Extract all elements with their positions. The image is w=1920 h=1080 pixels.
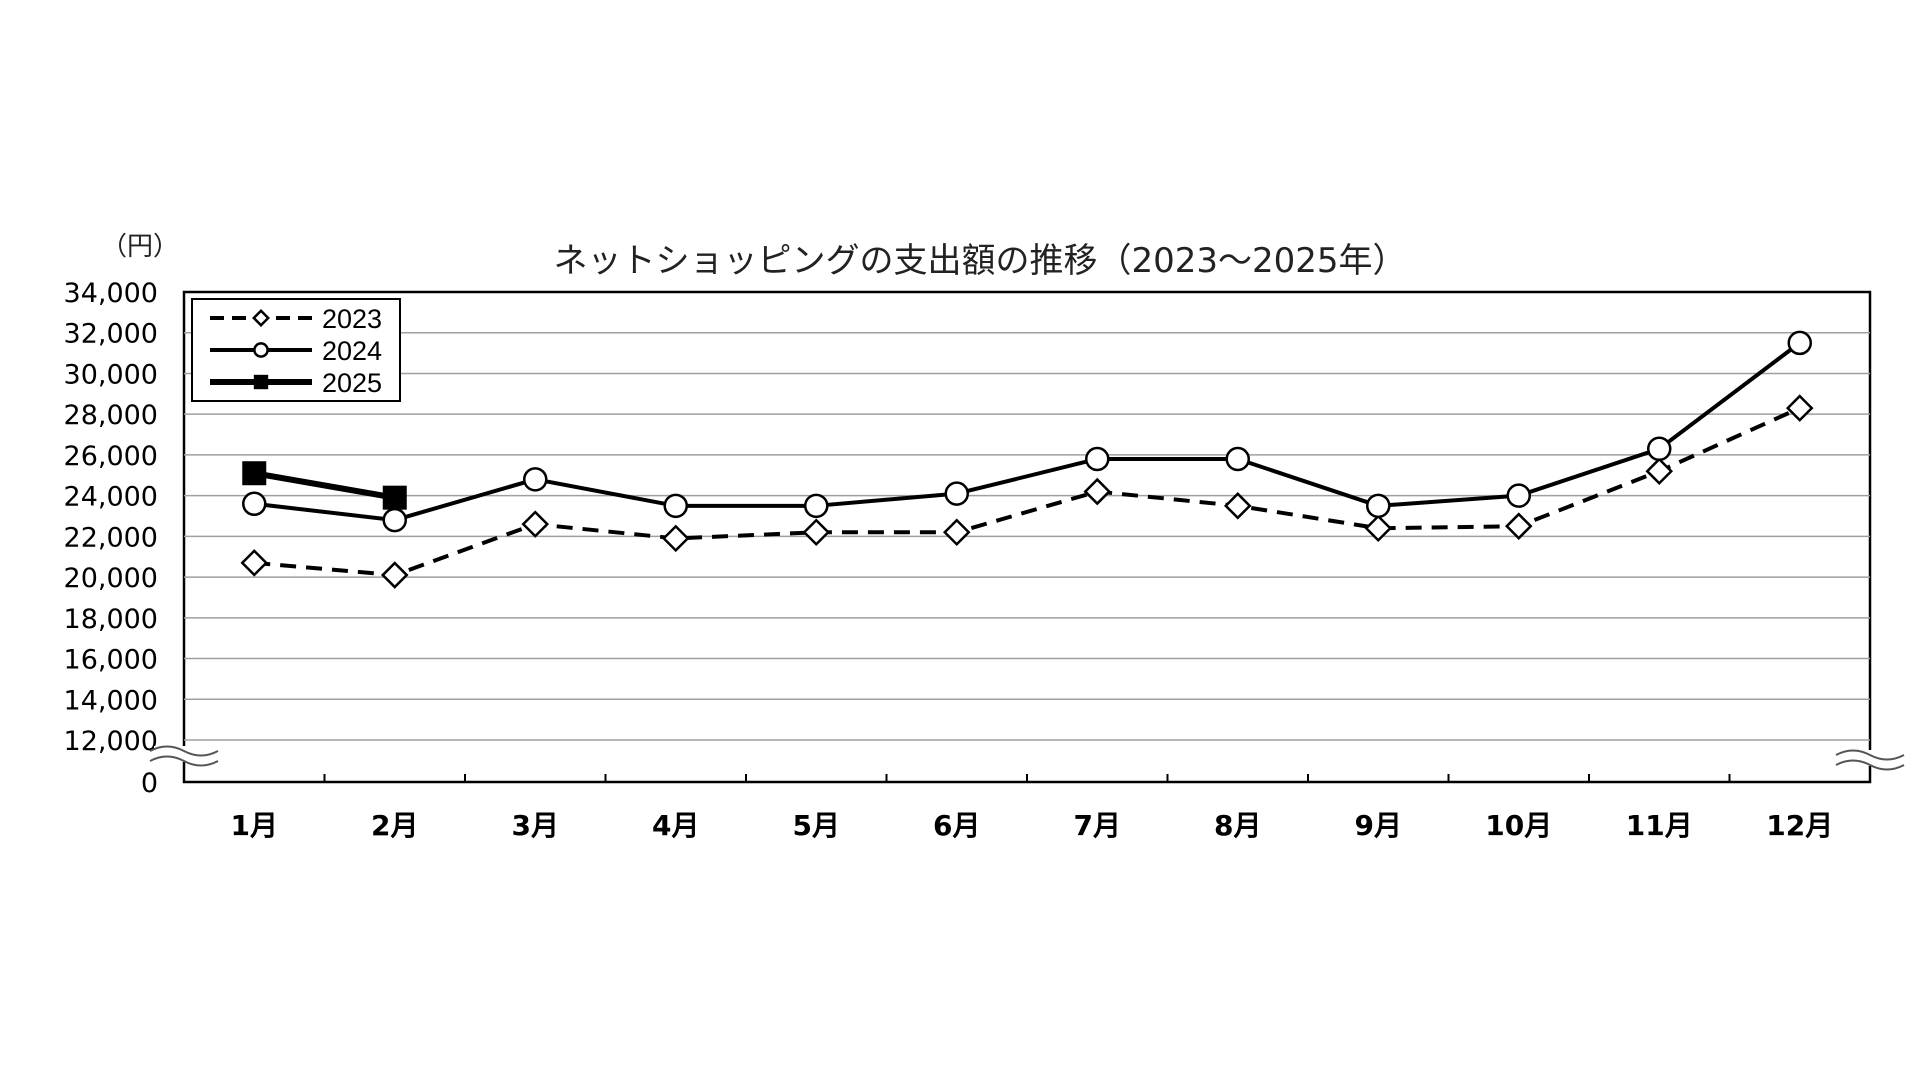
- y-tick-label: 14,000: [64, 685, 158, 716]
- marker-circle: [1366, 493, 1391, 519]
- x-tick-label: 11月: [1626, 809, 1693, 842]
- series-line: [254, 406, 1801, 578]
- marker-diamond: [1223, 492, 1252, 520]
- marker-circle: [1787, 330, 1812, 356]
- x-tick-label: 5月: [793, 809, 840, 842]
- break-gap: [1840, 750, 1900, 766]
- x-tick-label: 9月: [1355, 809, 1402, 842]
- series-2023: [240, 394, 1814, 589]
- break-gap: [154, 746, 214, 762]
- y-axis-unit: （円）: [101, 232, 179, 262]
- marker-square: [242, 461, 267, 486]
- x-tick-label: 1月: [231, 809, 278, 842]
- marker-circle: [242, 491, 267, 517]
- legend-item-2023: 2023: [210, 304, 382, 334]
- marker-square: [253, 374, 269, 390]
- marker-diamond: [380, 561, 409, 589]
- y-tick-label: 12,000: [64, 726, 158, 757]
- chart-title: ネットショッピングの支出額の推移（2023～2025年）: [553, 241, 1406, 281]
- marker-circle: [253, 342, 269, 358]
- series-2024: [242, 330, 1812, 533]
- series-layer: [240, 330, 1814, 589]
- legend-label: 2024: [322, 336, 382, 366]
- marker-diamond: [1645, 457, 1674, 485]
- break-wave: [149, 745, 219, 757]
- marker-circle: [944, 481, 969, 506]
- x-tick-label: 12月: [1766, 809, 1833, 842]
- x-tick-label: 4月: [652, 809, 699, 842]
- y-tick-label: 24,000: [64, 482, 158, 513]
- x-tick-label: 7月: [1074, 809, 1121, 842]
- marker-circle: [523, 467, 548, 492]
- y-tick-label: 26,000: [64, 441, 158, 472]
- series-line: [253, 470, 396, 501]
- legend-label: 2025: [322, 368, 382, 398]
- marker-circle: [804, 493, 829, 519]
- x-axis-ticks: 1月 2月 3月 4月 5月 6月 7月 8月 9月 10月 11月 12月: [231, 774, 1833, 842]
- y-tick-label: 34,000: [64, 278, 158, 309]
- y-tick-label: 0: [141, 768, 158, 799]
- marker-diamond: [661, 524, 690, 553]
- y-tick-label: 20,000: [64, 563, 158, 594]
- break-wave: [149, 755, 219, 767]
- y-tick-label: 32,000: [64, 319, 158, 350]
- x-tick-label: 8月: [1214, 809, 1261, 842]
- legend-label: 2023: [322, 304, 382, 334]
- x-tick-label: 10月: [1485, 809, 1552, 842]
- series-2025: [242, 461, 407, 510]
- marker-diamond: [240, 549, 269, 577]
- y-tick-label: 30,000: [64, 359, 158, 390]
- gridlines: [184, 331, 1870, 741]
- marker-diamond: [1364, 514, 1393, 542]
- marker-diamond: [521, 510, 550, 538]
- legend-item-2025: 2025: [210, 368, 382, 398]
- marker-diamond: [942, 518, 971, 547]
- y-tick-label: 18,000: [64, 604, 158, 635]
- legend-item-2024: 2024: [210, 336, 382, 366]
- marker-diamond: [252, 309, 270, 327]
- series-line: [254, 341, 1801, 523]
- marker-circle: [1225, 446, 1250, 472]
- x-tick-label: 6月: [933, 809, 980, 842]
- x-tick-label: 3月: [512, 809, 559, 842]
- y-tick-label: 16,000: [64, 645, 158, 676]
- marker-circle: [382, 507, 407, 533]
- y-tick-label: 22,000: [64, 522, 158, 553]
- break-wave: [1835, 759, 1905, 771]
- y-axis-ticks: 0 12,000 14,000 16,000 18,000 20,000 22,000 24,…: [64, 278, 158, 799]
- axis-break-marks: [149, 745, 1905, 771]
- marker-diamond: [1504, 512, 1533, 540]
- marker-square: [382, 485, 407, 510]
- break-wave: [1835, 749, 1905, 761]
- marker-circle: [1506, 483, 1531, 508]
- marker-circle: [1647, 436, 1672, 462]
- marker-circle: [1085, 446, 1110, 472]
- x-tick-label: 2月: [371, 809, 418, 842]
- y-tick-label: 28,000: [64, 400, 158, 431]
- marker-diamond: [1083, 477, 1112, 506]
- marker-circle: [663, 493, 688, 519]
- marker-diamond: [1785, 394, 1814, 422]
- marker-diamond: [802, 518, 831, 547]
